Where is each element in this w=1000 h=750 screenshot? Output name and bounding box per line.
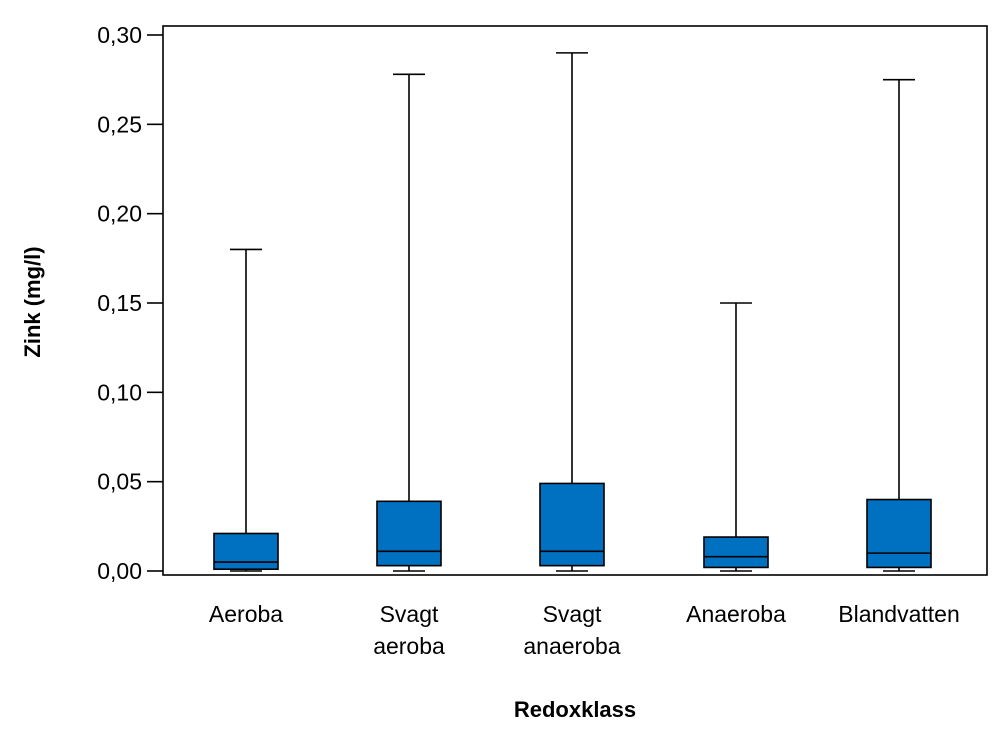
plot-frame bbox=[162, 25, 988, 576]
iqr-box bbox=[213, 532, 279, 571]
x-category-label-line: Svagt bbox=[543, 601, 602, 627]
x-category-label: Anaeroba bbox=[686, 601, 786, 627]
y-axis: 0,00 0,05 0,10 0,15 0,20 0,25 0,30 bbox=[97, 22, 163, 584]
x-category-label: Svagt anaeroba bbox=[523, 601, 620, 659]
x-category-label: Svagt aeroba bbox=[373, 601, 445, 659]
box-group bbox=[376, 73, 442, 572]
x-category-label-line: Anaeroba bbox=[686, 601, 786, 627]
iqr-box bbox=[376, 500, 442, 567]
box-group bbox=[213, 248, 279, 572]
x-axis-title: Redoxklass bbox=[514, 697, 636, 722]
y-tick-label: 0,25 bbox=[97, 111, 142, 137]
x-category-label-line: Blandvatten bbox=[838, 601, 959, 627]
iqr-box bbox=[866, 498, 932, 569]
x-category-label-line: aeroba bbox=[373, 633, 445, 659]
x-axis-labels: Aeroba Svagt aeroba Svagt anaeroba Anaeroba Bl… bbox=[209, 601, 960, 659]
y-tick-label: 0,00 bbox=[97, 558, 142, 584]
y-tick-label: 0,10 bbox=[97, 379, 142, 405]
box-group bbox=[703, 302, 769, 572]
box-group bbox=[539, 52, 605, 572]
y-tick-label: 0,15 bbox=[97, 290, 142, 316]
iqr-box bbox=[703, 536, 769, 569]
box-series bbox=[213, 52, 932, 572]
iqr-box bbox=[539, 482, 605, 567]
y-tick-label: 0,20 bbox=[97, 201, 142, 227]
box-group bbox=[866, 78, 932, 572]
x-category-label: Blandvatten bbox=[838, 601, 959, 627]
y-axis-title: Zink (mg/l) bbox=[20, 246, 45, 357]
x-category-label-line: Aeroba bbox=[209, 601, 283, 627]
y-tick-label: 0,05 bbox=[97, 469, 142, 495]
y-tick-label: 0,30 bbox=[97, 22, 142, 48]
x-category-label-line: anaeroba bbox=[523, 633, 620, 659]
x-category-label: Aeroba bbox=[209, 601, 283, 627]
x-category-label-line: Svagt bbox=[380, 601, 439, 627]
